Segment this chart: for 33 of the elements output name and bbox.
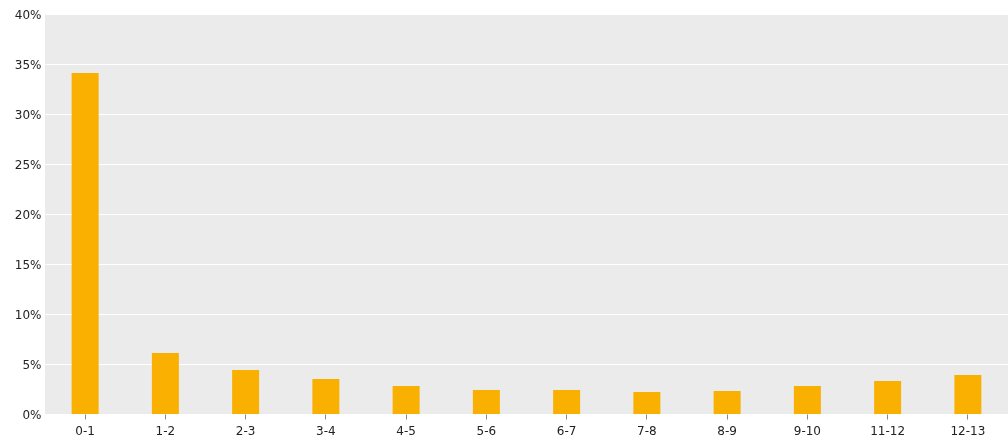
bar <box>954 375 982 414</box>
bar <box>71 73 99 414</box>
y-tick-label: 25% <box>14 157 42 172</box>
bar <box>232 370 260 414</box>
x-tick-label: 4-5 <box>396 423 416 438</box>
y-tick-label: 30% <box>14 107 42 122</box>
y-tick-label: 5% <box>22 357 42 372</box>
x-tick-label: 8-9 <box>717 423 737 438</box>
bar <box>633 392 661 414</box>
y-tick-label: 40% <box>14 7 42 22</box>
x-tick-label: 0-1 <box>75 423 95 438</box>
bar <box>151 353 179 414</box>
x-tick-label: 6-7 <box>556 423 577 438</box>
x-tick-label: 1-2 <box>155 423 176 438</box>
x-tick-label: 3-4 <box>316 423 336 438</box>
bar <box>472 390 500 414</box>
x-tick-label: 5-6 <box>476 423 497 438</box>
bar <box>713 391 741 414</box>
bar <box>793 386 821 414</box>
y-tick-label: 0% <box>22 407 42 422</box>
bar <box>553 390 581 414</box>
y-tick-label: 10% <box>14 307 42 322</box>
bar <box>874 381 902 414</box>
y-tick-label: 35% <box>14 57 42 72</box>
x-tick-label: 9-10 <box>793 423 821 438</box>
bar <box>392 386 420 414</box>
y-tick-label: 20% <box>14 207 42 222</box>
x-tick-label: 2-3 <box>235 423 256 438</box>
x-tick-label: 11-12 <box>870 423 906 438</box>
x-tick-label: 7-8 <box>637 423 657 438</box>
x-tick-label: 12-13 <box>950 423 986 438</box>
y-tick-label: 15% <box>14 257 42 272</box>
bar <box>312 379 340 414</box>
